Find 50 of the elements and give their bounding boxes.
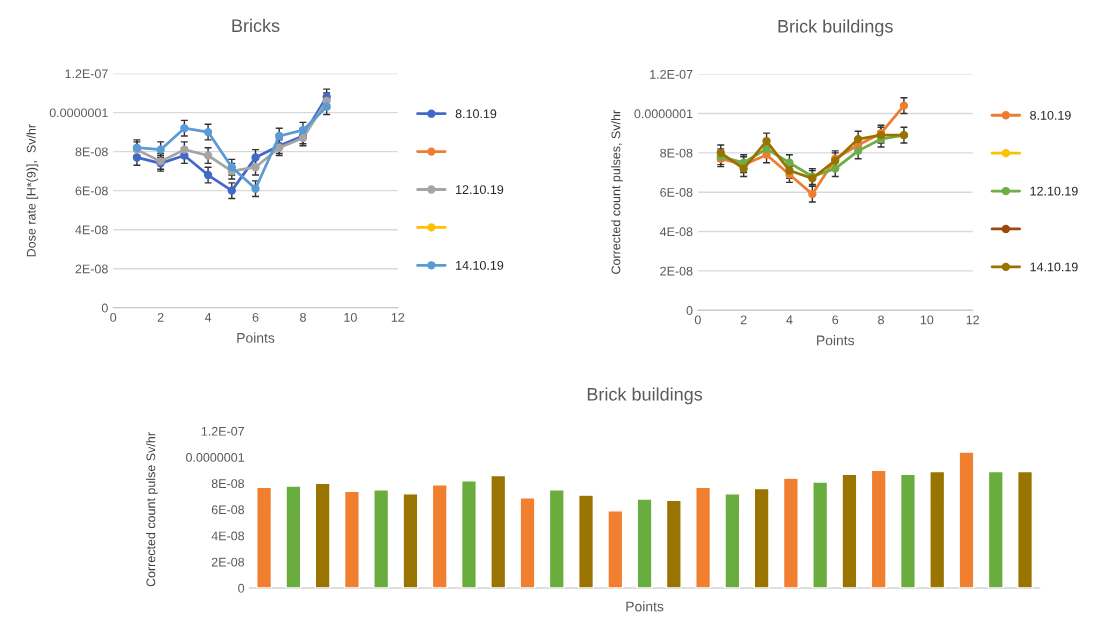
x-tick-label: 4: [204, 313, 212, 322]
x-tick-label: 0: [694, 315, 701, 325]
legend-label: 12.10.19: [456, 185, 504, 195]
y-tick-label: 0: [238, 583, 245, 593]
x-tick-label: 0: [110, 312, 117, 322]
x-tick-label: 2: [157, 312, 164, 322]
y-tick-label: 6E-08: [660, 188, 693, 197]
x-tick-label: 6: [252, 312, 259, 322]
chart-title: Bricks: [232, 18, 280, 33]
x-tick-label: 10: [344, 312, 357, 322]
x-tick-label: 2: [740, 315, 747, 325]
y-axis-title: Dose rate [H*(9)], Sv/hr: [26, 124, 39, 257]
x-axis-title: Points: [237, 332, 275, 343]
y-tick-label: 1.2E-07: [201, 426, 244, 436]
legend-label: 8.10.19: [455, 109, 497, 119]
x-tick-label: 12: [966, 315, 979, 325]
x-tick-label: 12: [391, 312, 405, 322]
y-tick-label: 0.0000001: [186, 453, 245, 462]
y-tick-label: 1.2E-07: [65, 69, 108, 79]
legend-label: 14.10.19: [1030, 262, 1078, 272]
y-tick-label: 8E-08: [75, 147, 108, 157]
legend-label: 12.10.19: [1030, 186, 1078, 196]
x-tick-label: 8: [300, 312, 306, 322]
y-tick-label: 8E-08: [211, 479, 245, 489]
y-tick-label: 2E-08: [75, 264, 108, 274]
y-tick-label: 0: [686, 306, 693, 315]
y-axis-title: Corrected count pulse Sv/hr: [146, 432, 158, 587]
x-tick-label: 8: [878, 315, 884, 325]
y-tick-label: 4E-08: [659, 227, 693, 237]
x-tick-label: 4: [786, 315, 793, 325]
y-tick-label: 8E-08: [660, 148, 693, 158]
y-tick-label: 0: [101, 303, 108, 313]
y-tick-label: 1.2E-07: [650, 69, 693, 79]
y-tick-label: 0.0000001: [49, 108, 108, 118]
x-tick-label: 10: [920, 315, 934, 325]
x-axis-title: Points: [817, 335, 855, 346]
chart-title: Brick buildings: [587, 387, 703, 405]
x-tick-label: 6: [832, 315, 839, 325]
legend-label: 8.10.19: [1030, 110, 1071, 120]
legend-label: 14.10.19: [456, 260, 504, 270]
y-tick-label: 4E-08: [211, 531, 245, 541]
chart-title: Brick buildings: [778, 19, 893, 37]
y-tick-label: 2E-08: [211, 557, 245, 567]
y-axis-title: Corrected count pulses, Sv/hr: [611, 110, 623, 274]
x-axis-title: Points: [626, 601, 664, 612]
y-tick-label: 2E-08: [660, 266, 693, 276]
y-tick-label: 6E-08: [75, 186, 108, 196]
y-tick-label: 6E-08: [211, 505, 245, 515]
y-tick-label: 0.0000001: [634, 109, 693, 119]
y-tick-label: 4E-08: [75, 225, 108, 235]
